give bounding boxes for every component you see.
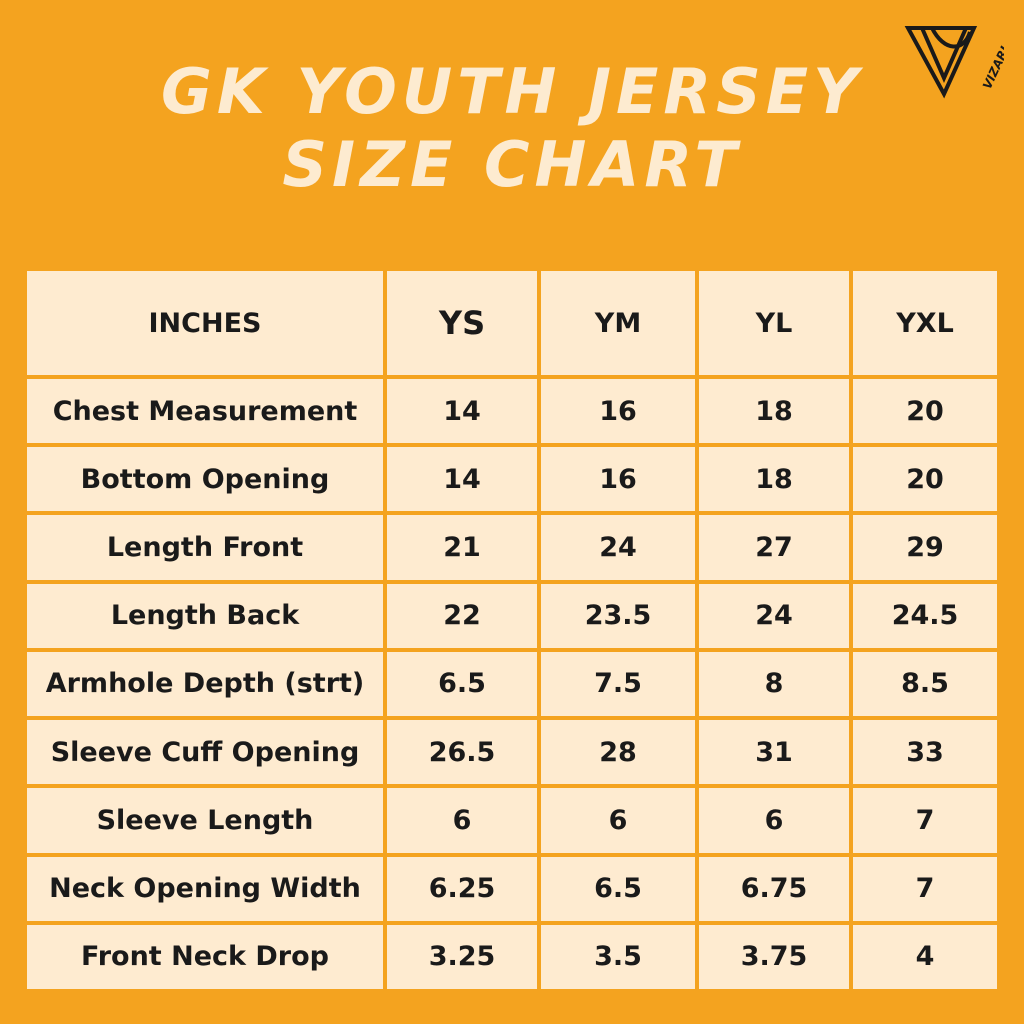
size-value: 3.25 <box>387 924 537 989</box>
size-value: 14 <box>387 447 537 512</box>
title-line: GK YOUTH JERSEY <box>160 55 864 128</box>
size-value: 31 <box>699 720 849 785</box>
size-value: 8.5 <box>853 651 997 717</box>
size-value: 6.75 <box>699 856 849 921</box>
size-value: 27 <box>699 515 849 580</box>
size-value: 23.5 <box>541 583 695 648</box>
row-label: Front Neck Drop <box>27 924 383 989</box>
size-value: 6.25 <box>387 856 537 921</box>
row-label: Bottom Opening <box>27 447 383 512</box>
size-value: 20 <box>853 379 997 444</box>
size-value: 26.5 <box>387 720 537 785</box>
size-value: 28 <box>541 720 695 785</box>
size-value: 20 <box>853 447 997 512</box>
size-table: INCHES YS YM YL YXL Chest Measurement 14 16 18 20… <box>27 271 997 989</box>
size-value: 22 <box>387 583 537 648</box>
row-label: Length Back <box>27 583 383 648</box>
title-line: SIZE CHART <box>282 128 742 201</box>
row-label: Sleeve Length <box>27 788 383 853</box>
size-value: 18 <box>699 447 849 512</box>
logo-text: VIZARI <box>980 44 1004 92</box>
row-label: Length Front <box>27 515 383 580</box>
size-value: 6 <box>699 788 849 853</box>
size-value: 21 <box>387 515 537 580</box>
row-label: Sleeve Cuff Opening <box>27 720 383 785</box>
size-value: 4 <box>853 924 997 989</box>
size-value: 24 <box>541 515 695 580</box>
row-label: Armhole Depth (strt) <box>27 651 383 717</box>
size-value: 6 <box>387 788 537 853</box>
size-value: 16 <box>541 447 695 512</box>
size-value: 7 <box>853 788 997 853</box>
size-value: 7.5 <box>541 651 695 717</box>
size-value: 16 <box>541 379 695 444</box>
column-header: INCHES <box>27 271 383 375</box>
size-value: 3.5 <box>541 924 695 989</box>
column-header: YL <box>699 271 849 375</box>
size-value: 8 <box>699 651 849 717</box>
logo: VIZARI <box>904 26 1004 99</box>
size-value: 14 <box>387 379 537 444</box>
size-value: 6 <box>541 788 695 853</box>
row-label: Neck Opening Width <box>27 856 383 921</box>
size-value: 7 <box>853 856 997 921</box>
column-header: YS <box>387 271 537 375</box>
column-header: YXL <box>853 271 997 375</box>
column-header: YM <box>541 271 695 375</box>
size-value: 24 <box>699 583 849 648</box>
row-label: Chest Measurement <box>27 379 383 444</box>
size-value: 3.75 <box>699 924 849 989</box>
size-value: 6.5 <box>541 856 695 921</box>
size-value: 29 <box>853 515 997 580</box>
size-value: 24.5 <box>853 583 997 648</box>
size-value: 33 <box>853 720 997 785</box>
size-value: 18 <box>699 379 849 444</box>
size-value: 6.5 <box>387 651 537 717</box>
